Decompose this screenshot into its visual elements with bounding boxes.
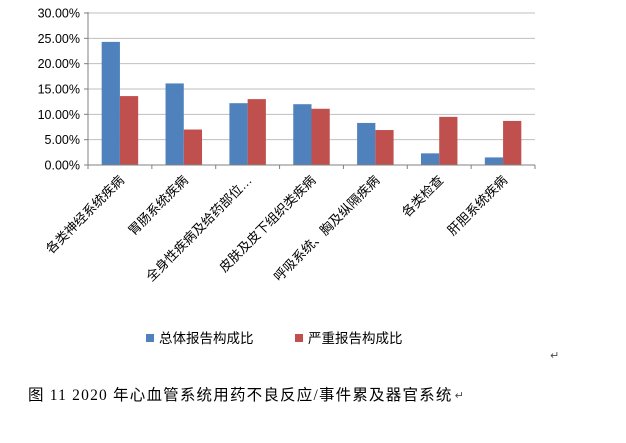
x-axis-category-label: 各类检查 xyxy=(399,173,446,220)
paragraph-return-icon: ↵ xyxy=(454,389,464,402)
bar-overall xyxy=(357,122,376,165)
bar-serious xyxy=(247,99,266,165)
y-axis-tick-label: 25.00% xyxy=(38,32,80,46)
legend-swatch-serious xyxy=(295,334,303,342)
x-axis-category-label: 肝胆系统疾病 xyxy=(444,173,510,239)
x-axis-category-label: 全身性疾病及给药部位… xyxy=(143,173,255,285)
bar-overall xyxy=(165,83,184,165)
figure-caption-text: 图 11 2020 年心血管系统用药不良反应/事件累及器官系统 xyxy=(28,387,453,404)
bar-serious xyxy=(183,129,203,165)
x-axis-category-label: 呼吸系统、胸及纵隔疾病 xyxy=(271,173,383,285)
legend-swatch-overall xyxy=(146,334,154,342)
bar-serious xyxy=(503,120,522,165)
y-axis-tick-label: 15.00% xyxy=(38,83,80,97)
bar-overall xyxy=(229,103,248,165)
y-axis-tick-label: 30.00% xyxy=(38,7,80,21)
bar-serious xyxy=(311,108,330,165)
y-axis-tick-label: 0.00% xyxy=(45,159,80,173)
y-axis-tick-label: 5.00% xyxy=(45,133,80,147)
x-axis-category-label: 各类神经系统疾病 xyxy=(43,173,127,257)
bar-overall xyxy=(484,157,504,165)
embedded-bar-chart: 0.00% 5.00% 10.00% 15.00% 20.00% 25.00% 30.00%… xyxy=(38,7,536,346)
bar-serious xyxy=(375,130,394,165)
bar-overall xyxy=(101,41,120,165)
legend-label: 总体报告构成比 xyxy=(159,331,254,346)
figure-caption: 图 11 2020 年心血管系统用药不良反应/事件累及器官系统 ↵ xyxy=(28,383,464,405)
bar-serious xyxy=(439,116,458,165)
x-axis-category-label: 胃肠系统疾病 xyxy=(125,173,191,239)
bar-overall xyxy=(293,104,312,165)
bar-overall xyxy=(420,153,440,165)
legend-label: 严重报告构成比 xyxy=(308,331,403,346)
y-axis-tick-label: 10.00% xyxy=(38,108,80,122)
chart-canvas: 0.00% 5.00% 10.00% 15.00% 20.00% 25.00% 30.00%… xyxy=(38,7,536,346)
y-axis-tick-label: 20.00% xyxy=(38,57,80,71)
paragraph-return-icon: ↵ xyxy=(550,349,560,362)
bar-serious xyxy=(119,96,139,165)
